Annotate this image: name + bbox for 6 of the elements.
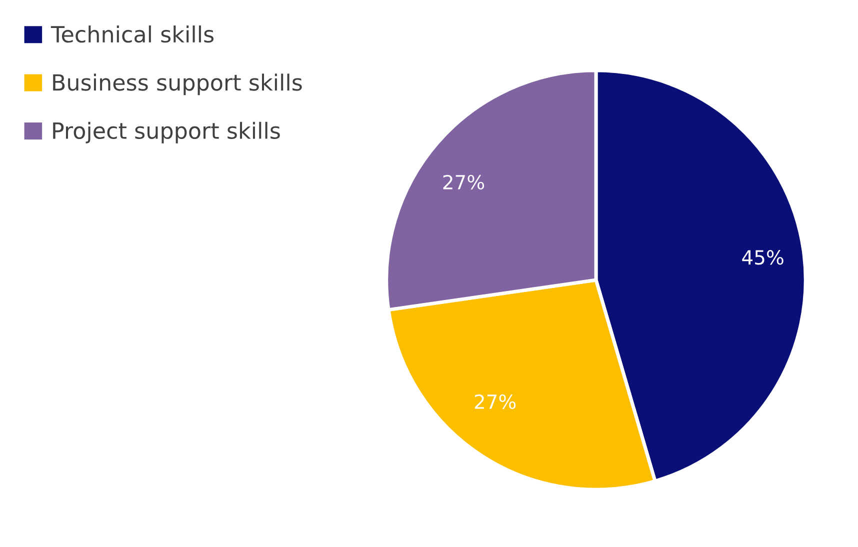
legend-label: Project support skills xyxy=(53,122,280,144)
data-label: 27% xyxy=(474,394,516,410)
data-label: 27% xyxy=(443,174,484,190)
data-label: 45% xyxy=(742,250,784,265)
legend-label: Business support skills xyxy=(53,74,302,96)
legend-label: Technical skills xyxy=(50,25,214,43)
